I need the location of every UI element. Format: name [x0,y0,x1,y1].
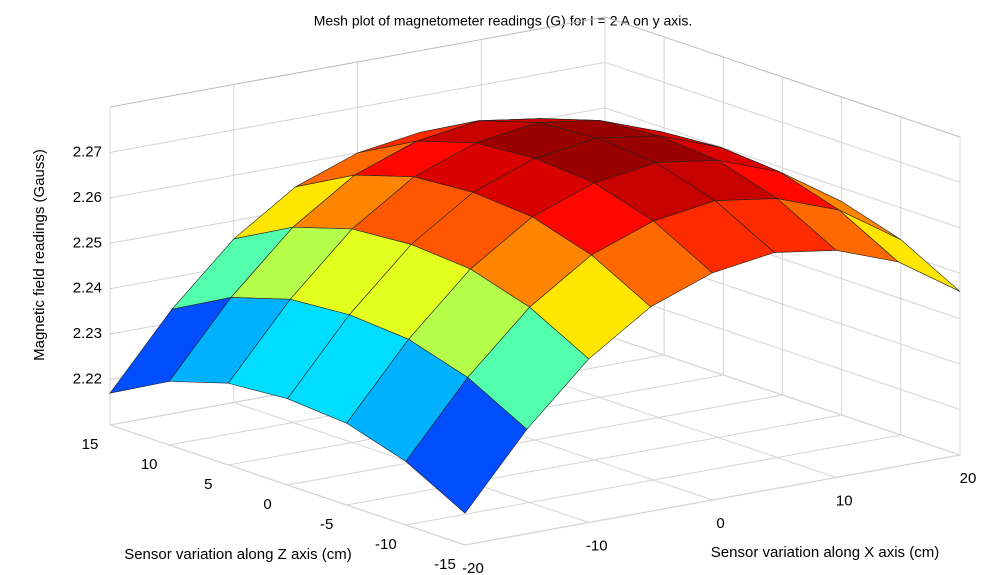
chart-title: Mesh plot of magnetometer readings (G) f… [314,13,693,29]
y-tick-label: 5 [204,476,212,493]
grid-line [346,414,842,506]
y-axis-label: Sensor variation along Z axis (cm) [124,546,352,563]
z-tick-label: 2.27 [73,143,102,160]
z-tick-label: 2.26 [73,189,102,206]
grid-line [287,394,783,486]
x-tick-label: 20 [960,470,977,487]
y-tick-label: -5 [320,516,333,533]
z-tick-label: 2.24 [73,280,102,297]
z-tick-label: 2.25 [73,234,102,251]
z-tick-label: 2.23 [73,325,102,342]
x-tick-label: -10 [586,537,608,554]
y-tick-label: 0 [263,496,271,513]
x-tick-label: 10 [836,492,853,509]
y-tick-label: 15 [82,436,99,453]
y-tick-label: -10 [375,536,397,553]
x-tick-label: -20 [462,560,484,575]
surface-patch [405,377,528,514]
y-tick-label: -15 [434,556,456,573]
grid-line [405,434,901,526]
x-axis-label: Sensor variation along X axis (cm) [711,544,939,561]
grid-line [464,454,961,546]
z-tick-label: 2.22 [73,371,102,388]
x-tick-label: 0 [716,515,724,532]
z-axis-label: Magnetic field readings (Gauss) [31,149,48,361]
y-tick-label: 10 [141,456,158,473]
